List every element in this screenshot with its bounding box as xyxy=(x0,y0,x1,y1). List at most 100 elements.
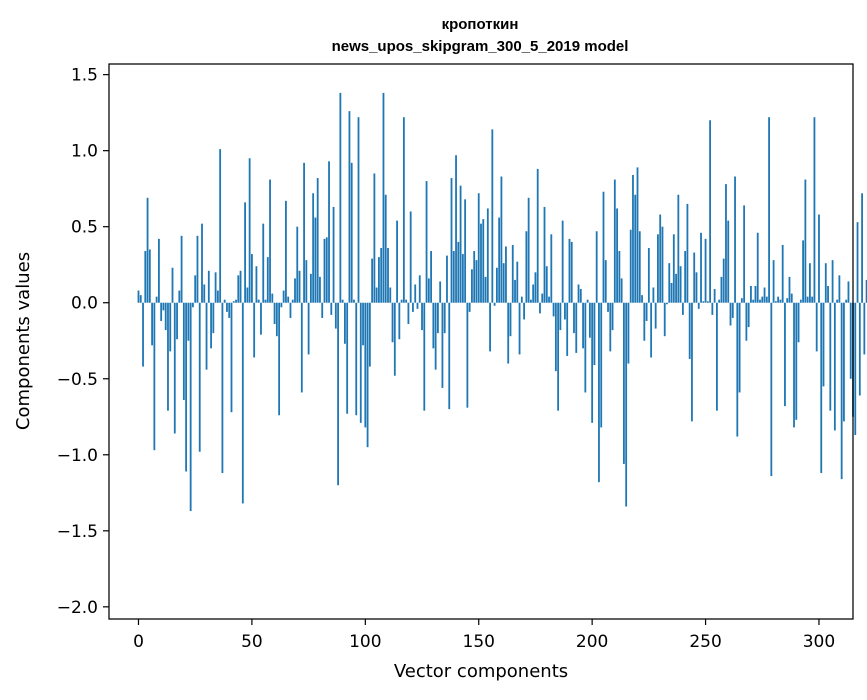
bar-128 xyxy=(427,278,430,303)
bar-169 xyxy=(520,296,523,303)
bar-68 xyxy=(291,299,294,303)
bar-115 xyxy=(398,302,401,340)
bar-262 xyxy=(731,302,734,318)
bar-174 xyxy=(532,284,535,303)
bar-105 xyxy=(375,287,378,303)
bar-207 xyxy=(607,302,609,312)
bar-231 xyxy=(661,226,664,303)
bar-247 xyxy=(697,302,700,309)
y-tick-label: 0.5 xyxy=(71,218,98,238)
bar-97 xyxy=(357,117,360,303)
bar-302 xyxy=(822,302,825,387)
bar-256 xyxy=(718,299,721,303)
bar-30 xyxy=(205,302,208,370)
bar-49 xyxy=(248,158,251,303)
bar-214 xyxy=(623,302,625,464)
bar-263 xyxy=(734,176,736,303)
bar-98 xyxy=(359,302,362,423)
bar-122 xyxy=(414,284,417,303)
bar-52 xyxy=(255,266,258,303)
bar-179 xyxy=(543,206,546,303)
bar-48 xyxy=(246,287,249,303)
bar-111 xyxy=(389,287,392,303)
bar-150 xyxy=(477,193,480,303)
bar-203 xyxy=(598,302,600,483)
bar-60 xyxy=(273,302,276,325)
bar-233 xyxy=(666,302,668,305)
bar-273 xyxy=(756,232,759,303)
bar-70 xyxy=(296,226,299,303)
bar-27 xyxy=(198,302,201,452)
axis-ticks: 0 50 100 150 200 250 300 1.5 1.0 0.5 0.0 −0.5 −1.0 −1… xyxy=(57,66,835,652)
bar-209 xyxy=(611,302,614,331)
bar-37 xyxy=(221,302,224,474)
bar-7 xyxy=(153,302,156,451)
bar-85 xyxy=(330,302,333,315)
bar-254 xyxy=(713,289,716,303)
bar-316 xyxy=(854,302,857,436)
bar-92 xyxy=(346,302,349,414)
bar-45 xyxy=(239,270,242,303)
bar-266 xyxy=(740,298,743,303)
bar-23 xyxy=(189,302,192,512)
bar-277 xyxy=(765,296,768,303)
bar-58 xyxy=(269,179,271,303)
bar-156 xyxy=(491,129,494,303)
bar-215 xyxy=(625,302,628,507)
bar-39 xyxy=(226,302,228,312)
y-tick-label: −1.5 xyxy=(57,522,98,542)
bar-67 xyxy=(289,302,292,318)
bar-288 xyxy=(790,293,793,303)
y-tick-label: −2.0 xyxy=(57,598,98,618)
bar-296 xyxy=(809,263,811,303)
bar-206 xyxy=(604,260,607,303)
bar-260 xyxy=(727,220,730,303)
bar-164 xyxy=(509,302,512,337)
bar-292 xyxy=(799,299,802,303)
bar-246 xyxy=(695,272,698,303)
bar-66 xyxy=(287,296,290,303)
bar-9 xyxy=(158,238,160,303)
bar-series xyxy=(137,92,867,512)
bar-177 xyxy=(539,302,541,314)
bar-21 xyxy=(185,302,188,472)
bar-104 xyxy=(373,173,376,303)
bar-108 xyxy=(382,92,385,303)
bar-6 xyxy=(151,302,153,346)
bar-32 xyxy=(210,302,212,349)
bar-205 xyxy=(602,191,605,303)
bar-219 xyxy=(634,194,637,303)
bar-159 xyxy=(498,217,501,303)
bar-267 xyxy=(743,205,746,303)
x-tick-label: 200 xyxy=(576,632,608,652)
bar-154 xyxy=(486,208,489,303)
bar-299 xyxy=(815,302,818,352)
bar-120 xyxy=(409,211,412,303)
bar-314 xyxy=(849,302,852,379)
bar-12 xyxy=(164,302,167,331)
bar-36 xyxy=(219,149,222,303)
bar-196 xyxy=(582,302,584,349)
bar-64 xyxy=(282,290,285,303)
x-tick-label: 100 xyxy=(349,632,381,652)
bar-69 xyxy=(294,278,296,303)
bar-59 xyxy=(271,293,274,303)
bar-155 xyxy=(489,302,491,352)
bar-202 xyxy=(595,231,598,303)
bar-297 xyxy=(811,296,814,303)
bar-72 xyxy=(300,302,303,393)
bar-138 xyxy=(450,178,453,303)
bar-280 xyxy=(772,260,775,303)
x-tick-label: 250 xyxy=(689,632,721,652)
bar-91 xyxy=(344,302,346,344)
bar-57 xyxy=(266,257,269,303)
bar-34 xyxy=(214,272,217,303)
bar-25 xyxy=(194,275,197,303)
bar-276 xyxy=(763,287,766,303)
bar-107 xyxy=(380,247,383,303)
bar-167 xyxy=(516,261,519,303)
bar-289 xyxy=(793,302,795,428)
y-tick-label: 0.0 xyxy=(71,294,98,314)
x-tick-label: 50 xyxy=(241,632,263,652)
bar-181 xyxy=(548,296,550,303)
